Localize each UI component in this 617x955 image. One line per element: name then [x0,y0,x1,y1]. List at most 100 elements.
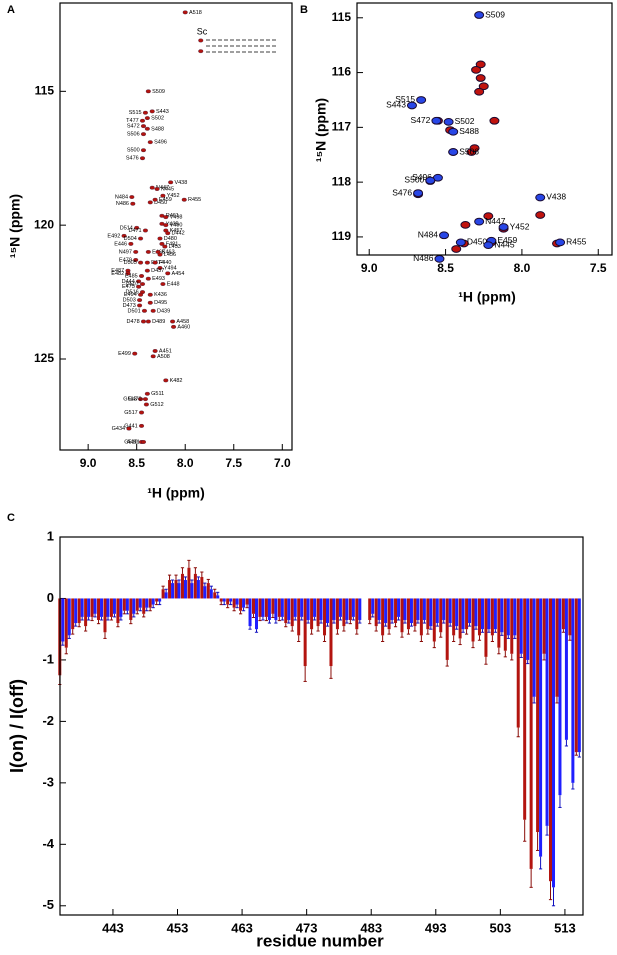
bar [103,598,107,633]
bar [300,598,304,617]
peak-label: E492 [107,233,120,239]
peak [425,176,436,185]
peak-label: N447 [156,185,169,191]
peak-label: S509 [485,9,505,19]
peak [139,424,144,428]
bar [116,598,120,624]
bar [203,586,207,599]
peak-label: D480 [164,236,177,242]
x-tick-label: 503 [490,920,512,935]
bar [129,598,133,620]
bar [413,598,417,627]
peak-label: D516 [126,290,139,296]
bar [487,598,491,630]
peak-label: K482 [170,378,183,384]
peak [136,284,142,289]
peak [142,308,147,313]
bar [242,598,246,608]
bar [239,598,243,611]
peak [141,440,146,444]
bar [503,598,507,651]
peak [152,349,158,353]
peak [443,118,454,126]
peak [163,223,169,228]
y-tick-label: -4 [42,836,54,851]
bar [155,598,159,602]
peak [471,65,482,74]
bar [77,598,81,624]
bar [429,598,433,627]
peak-label: S506 [459,146,479,156]
bar [187,567,191,599]
bar [287,598,291,620]
bar [138,598,142,608]
peak [171,324,177,329]
peak [149,109,155,114]
y-tick-label: 115 [35,84,55,98]
bar [571,598,575,783]
peak [160,282,166,286]
peak-label: K463 [162,249,175,255]
peak-label: A460 [177,324,190,330]
peak-label: G470 [128,397,141,403]
plot-frame [59,536,584,916]
peak [474,11,485,19]
bar [448,598,452,624]
peak-label: Y494 [164,265,177,271]
x-tick-label: 443 [102,920,124,935]
peak-label: N484 [115,195,128,201]
peak [139,410,144,415]
bar [332,598,336,620]
peak [535,211,546,219]
peak [140,118,145,123]
peak-label: E485 [125,273,138,279]
peak [134,225,140,230]
peak-label: S443 [386,100,406,110]
peak [157,236,163,241]
bar [374,598,378,627]
bar [564,598,568,740]
peak-label: E446 [114,241,127,247]
peak [439,231,450,240]
peak [163,215,169,220]
bar [381,598,385,636]
bar [135,598,139,611]
bar [213,592,217,599]
bar [319,598,323,620]
bar [442,598,446,620]
peak [163,378,169,383]
peak [150,308,156,313]
peak [431,116,442,125]
bar [303,598,307,667]
bar [468,598,472,624]
peak [145,319,151,324]
x-tick-label: 483 [360,920,382,935]
bar [245,598,249,605]
peak [168,180,174,185]
peak [157,252,163,257]
peak [142,110,148,115]
bar [164,592,168,599]
bar [335,598,339,630]
bar [452,598,456,636]
bar [532,598,536,697]
peak-label: S472 [127,124,140,130]
peak [434,254,445,263]
bar [125,598,129,611]
x-tick-label: 513 [554,920,576,935]
bar [465,598,469,630]
peak-label: D442 [172,231,185,237]
y-tick-label: 118 [332,174,352,188]
peak [126,426,132,431]
peak-label: G434 [112,426,125,432]
peak [165,231,171,236]
peak-label: A454 [172,271,185,277]
peak-label: F440 [159,260,172,266]
peak [474,217,485,226]
peak-label: S509 [152,89,165,95]
bar [171,583,175,599]
bar [280,598,284,617]
bar [306,598,310,620]
peak-label: R455 [188,197,201,203]
y-tick-label: 1 [47,528,54,543]
